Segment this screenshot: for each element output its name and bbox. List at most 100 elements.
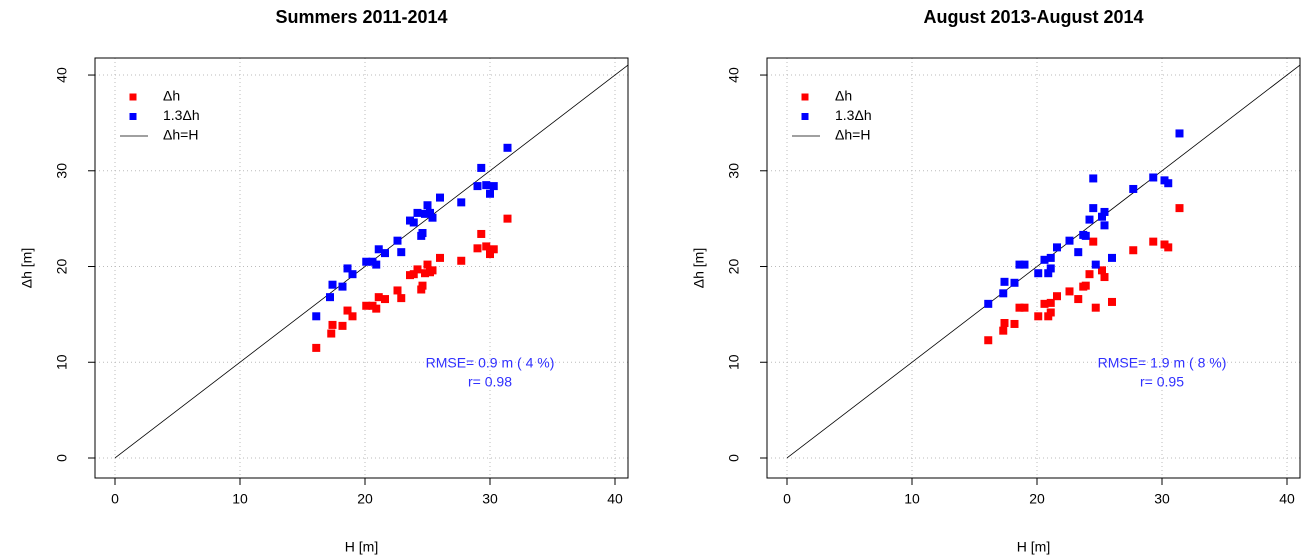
x-tick-label: 30 <box>1154 491 1170 507</box>
point <box>489 245 498 254</box>
legend-label: Δh=H <box>163 127 198 143</box>
point <box>1000 319 1009 328</box>
point <box>1129 246 1138 255</box>
point <box>1085 270 1094 279</box>
point <box>436 193 444 202</box>
point <box>1149 173 1158 182</box>
point <box>1100 273 1109 282</box>
point <box>1046 308 1055 317</box>
point <box>374 293 383 302</box>
legend-marker <box>129 113 137 120</box>
point <box>1053 292 1061 301</box>
annotation: r= 0.98 <box>468 374 512 390</box>
panel: August 2013-August 2014 0 10 20 30 40 0 10 20 30 4… <box>691 7 1301 555</box>
chart-title: Summers 2011-2014 <box>275 7 447 27</box>
point <box>328 320 337 329</box>
x-axis-label: H [m] <box>1017 539 1050 555</box>
legend-label: 1.3Δh <box>163 107 200 123</box>
point <box>413 265 422 274</box>
point <box>477 163 486 172</box>
point <box>393 286 402 295</box>
y-tick-label: 40 <box>54 67 70 83</box>
point <box>372 260 381 269</box>
point <box>1175 129 1184 138</box>
point <box>1091 303 1100 312</box>
x-axis-label: H [m] <box>345 539 378 555</box>
y-tick-label: 40 <box>726 67 742 83</box>
point <box>1065 236 1074 245</box>
point <box>486 189 494 198</box>
point <box>486 250 494 259</box>
x-tick-label: 10 <box>232 491 248 507</box>
point <box>1040 299 1049 308</box>
point <box>984 336 993 345</box>
point <box>1098 212 1106 221</box>
x-tick-label: 20 <box>1029 491 1045 507</box>
point <box>328 280 337 289</box>
plot-frame <box>766 57 1301 479</box>
point <box>393 236 402 245</box>
point <box>1074 295 1083 304</box>
point <box>381 249 389 258</box>
y-tick-label: 10 <box>726 354 742 370</box>
point <box>426 208 434 217</box>
point <box>457 256 466 265</box>
y-axis-label: Δh [m] <box>691 248 707 288</box>
legend-label: Δh <box>835 88 852 104</box>
point <box>374 245 383 254</box>
y-tick-label: 20 <box>726 259 742 275</box>
point <box>423 201 432 210</box>
point <box>312 312 321 321</box>
x-tick-label: 10 <box>904 491 920 507</box>
point <box>1108 253 1116 262</box>
point <box>1046 253 1055 262</box>
point <box>1020 303 1029 312</box>
legend-marker <box>129 93 137 101</box>
chart-title: August 2013-August 2014 <box>923 7 1143 27</box>
point <box>1164 243 1173 252</box>
point <box>1129 184 1138 193</box>
point <box>1100 221 1109 230</box>
point <box>482 181 491 190</box>
y-tick-label: 30 <box>726 163 742 179</box>
point <box>1081 231 1090 240</box>
point <box>423 260 432 269</box>
point <box>477 229 486 238</box>
point <box>409 218 418 227</box>
point <box>421 209 429 218</box>
point <box>999 289 1008 298</box>
y-tick-label: 10 <box>54 354 70 370</box>
point <box>457 198 466 207</box>
point <box>1020 260 1029 269</box>
point <box>1015 260 1024 269</box>
point <box>343 306 352 315</box>
x-tick-label: 40 <box>607 491 623 507</box>
legend-label: Δh <box>163 88 180 104</box>
point <box>409 270 418 279</box>
point <box>1046 298 1055 307</box>
y-tick-label: 30 <box>54 163 70 179</box>
point <box>312 343 321 352</box>
point <box>999 326 1008 335</box>
point <box>326 293 334 302</box>
point <box>984 299 993 308</box>
plot-frame <box>94 57 629 479</box>
x-tick-label: 20 <box>357 491 373 507</box>
point <box>1010 278 1019 287</box>
point <box>381 295 389 304</box>
annotation: r= 0.95 <box>1140 374 1184 390</box>
point <box>1175 204 1184 213</box>
point <box>473 244 482 253</box>
legend-marker <box>801 93 809 101</box>
x-tick-label: 0 <box>111 491 119 507</box>
point <box>1100 207 1109 216</box>
point <box>428 266 437 275</box>
point <box>338 282 347 291</box>
point <box>421 269 429 278</box>
point <box>1000 277 1009 286</box>
point <box>436 253 444 262</box>
point <box>1065 287 1074 296</box>
point <box>362 257 371 266</box>
point <box>1081 281 1090 290</box>
